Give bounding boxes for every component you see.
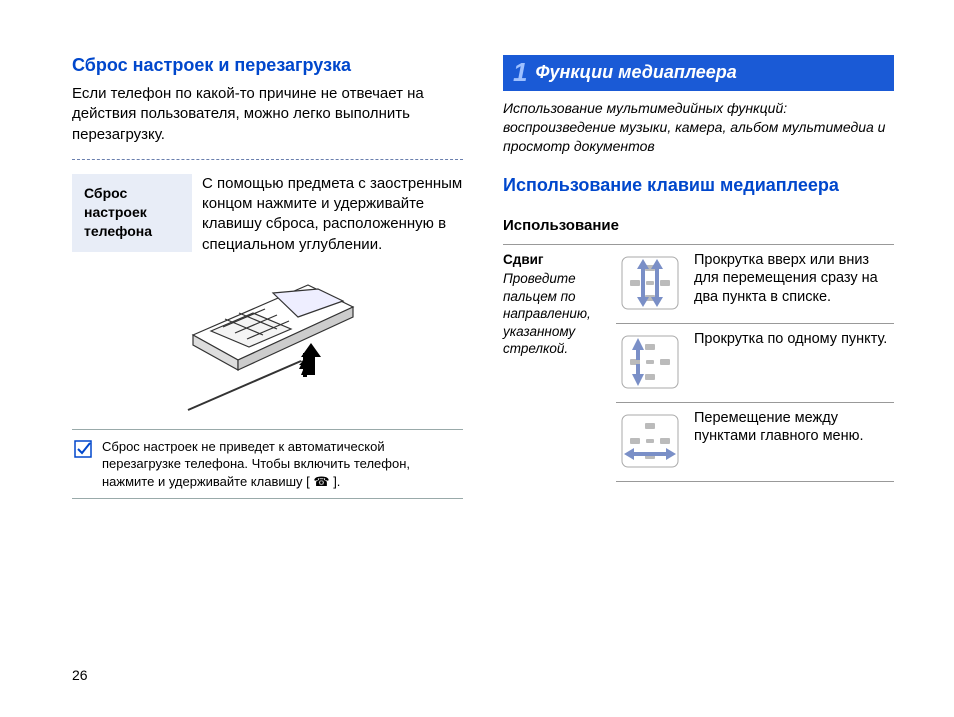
gesture-text: Прокрутка вверх или вниз для перемещения…	[694, 251, 894, 308]
left-column: Сброс настроек и перезагрузка Если телеф…	[72, 55, 463, 499]
swipe-instruction: Проведите пальцем по направлению, указан…	[503, 271, 591, 356]
checkmark-icon	[74, 440, 92, 458]
gesture-row: Прокрутка по одному пункту.	[616, 324, 894, 403]
gesture-vertical-double-icon	[616, 251, 684, 315]
right-column: 1 Функции медиаплеера Использование муль…	[503, 55, 894, 499]
dashed-separator	[72, 159, 463, 160]
section-heading: Использование клавиш медиаплеера	[503, 174, 894, 197]
gesture-row: Прокрутка вверх или вниз для перемещения…	[616, 251, 894, 324]
banner-number: 1	[513, 61, 527, 84]
section-banner: 1 Функции медиаплеера	[503, 55, 894, 91]
banner-title: Функции медиаплеера	[535, 62, 736, 83]
heading-reset: Сброс настроек и перезагрузка	[72, 55, 463, 76]
gesture-horizontal-icon	[616, 409, 684, 473]
phone-illustration	[72, 265, 463, 415]
swipe-column: Сдвиг Проведите пальцем по направлению, …	[503, 251, 608, 358]
gesture-vertical-single-icon	[616, 330, 684, 394]
section-subtitle: Использование мультимедийных функций: во…	[503, 99, 894, 156]
page-number: 26	[72, 667, 88, 683]
info-box-text: С помощью предмета с заостренным концом …	[202, 174, 463, 255]
gestures-column: Прокрутка вверх или вниз для перемещения…	[616, 251, 894, 482]
note-text: Сброс настроек не приведет к автоматичес…	[102, 438, 459, 491]
note-row: Сброс настроек не приведет к автоматичес…	[72, 429, 463, 500]
gesture-text: Перемещение между пунктами главного меню…	[694, 409, 894, 447]
usage-table: Сдвиг Проведите пальцем по направлению, …	[503, 244, 894, 482]
intro-paragraph: Если телефон по какой-то причине не отве…	[72, 84, 463, 145]
swipe-label: Сдвиг	[503, 251, 608, 269]
gesture-text: Прокрутка по одному пункту.	[694, 330, 894, 349]
gesture-row: Перемещение между пунктами главного меню…	[616, 403, 894, 482]
usage-label: Использование	[503, 217, 894, 234]
info-row: Сброс настроек телефона С помощью предме…	[72, 174, 463, 255]
info-box-label: Сброс настроек телефона	[72, 174, 192, 253]
